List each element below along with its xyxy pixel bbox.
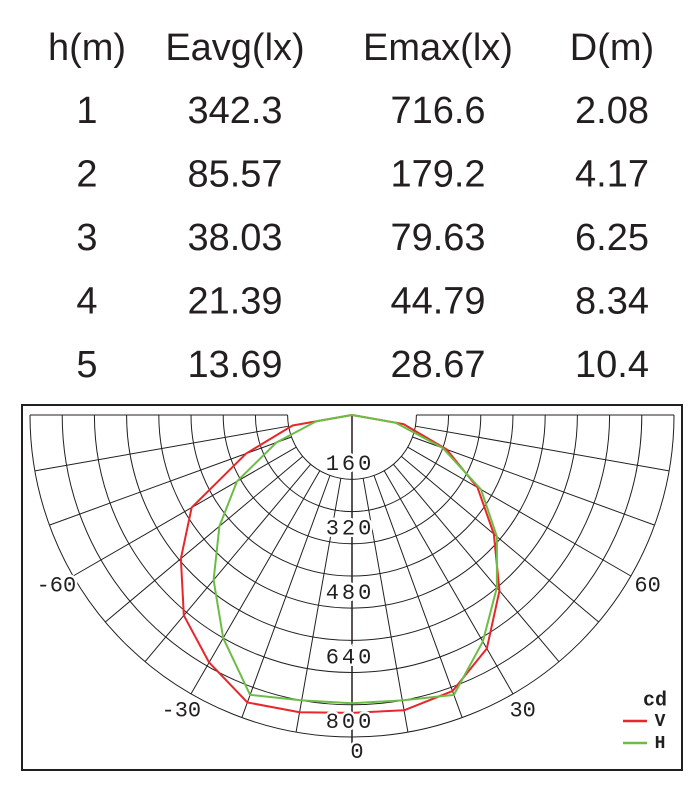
grid-spoke	[401, 456, 599, 623]
table-cell: 4.17	[575, 154, 649, 196]
table-cell: 4	[76, 281, 97, 323]
grid-spoke	[34, 425, 289, 472]
table-header: Eavg(lx)	[165, 27, 304, 69]
r-tick-label: 160	[326, 452, 375, 477]
table-cell: 44.79	[390, 281, 485, 323]
table-cell: 179.2	[390, 154, 485, 196]
grid-spoke	[373, 475, 463, 718]
grid-spoke	[412, 436, 655, 526]
grid-spoke	[144, 464, 311, 662]
angle-tick-label: -30	[162, 698, 202, 723]
angle-tick-label: -60	[37, 573, 77, 598]
series-line	[179, 414, 501, 714]
table-cell: 3	[76, 217, 97, 259]
table-cell: 28.67	[390, 344, 485, 386]
table-header: Emax(lx)	[363, 27, 513, 69]
grid-spoke	[415, 425, 670, 472]
legend-label: V	[655, 712, 666, 732]
table-cell: 342.3	[187, 90, 282, 132]
table-cell: 5	[76, 344, 97, 386]
legend-unit: cd	[643, 689, 667, 712]
r-tick-label: 480	[326, 581, 375, 606]
table-cell: 1	[76, 90, 97, 132]
grid-spoke	[362, 478, 409, 733]
table-cell: 2.08	[575, 90, 649, 132]
table-cell: 2	[76, 154, 97, 196]
grid-spoke	[190, 470, 321, 695]
legend-label: H	[655, 734, 666, 754]
grid-spoke	[393, 464, 560, 662]
grid-spoke	[383, 470, 514, 695]
angle-tick-label: 0	[350, 740, 363, 765]
table-cell: 10.4	[575, 344, 649, 386]
table-cell: 716.6	[390, 90, 485, 132]
table-cell: 85.57	[187, 154, 282, 196]
grid-spoke	[295, 478, 342, 733]
table-cell: 21.39	[187, 281, 282, 323]
grid-spoke	[407, 446, 632, 577]
chart-frame	[21, 404, 683, 771]
r-tick-label: 320	[326, 517, 375, 542]
grid-spoke	[49, 436, 292, 526]
table-cell: 38.03	[187, 217, 282, 259]
table-cell: 79.63	[390, 217, 485, 259]
angle-tick-label: 30	[509, 698, 535, 723]
table-header: D(m)	[570, 27, 654, 69]
table-cell: 13.69	[187, 344, 282, 386]
grid-spoke	[72, 446, 297, 577]
grid-spoke	[105, 456, 303, 623]
table-cell: 6.25	[575, 217, 649, 259]
table-header: h(m)	[48, 27, 126, 69]
series-line	[212, 414, 498, 705]
r-tick-label: 640	[326, 645, 375, 670]
r-tick-label: 800	[326, 710, 375, 735]
table-cell: 8.34	[575, 281, 649, 323]
grid-spoke	[241, 475, 331, 718]
angle-tick-label: 60	[634, 573, 660, 598]
